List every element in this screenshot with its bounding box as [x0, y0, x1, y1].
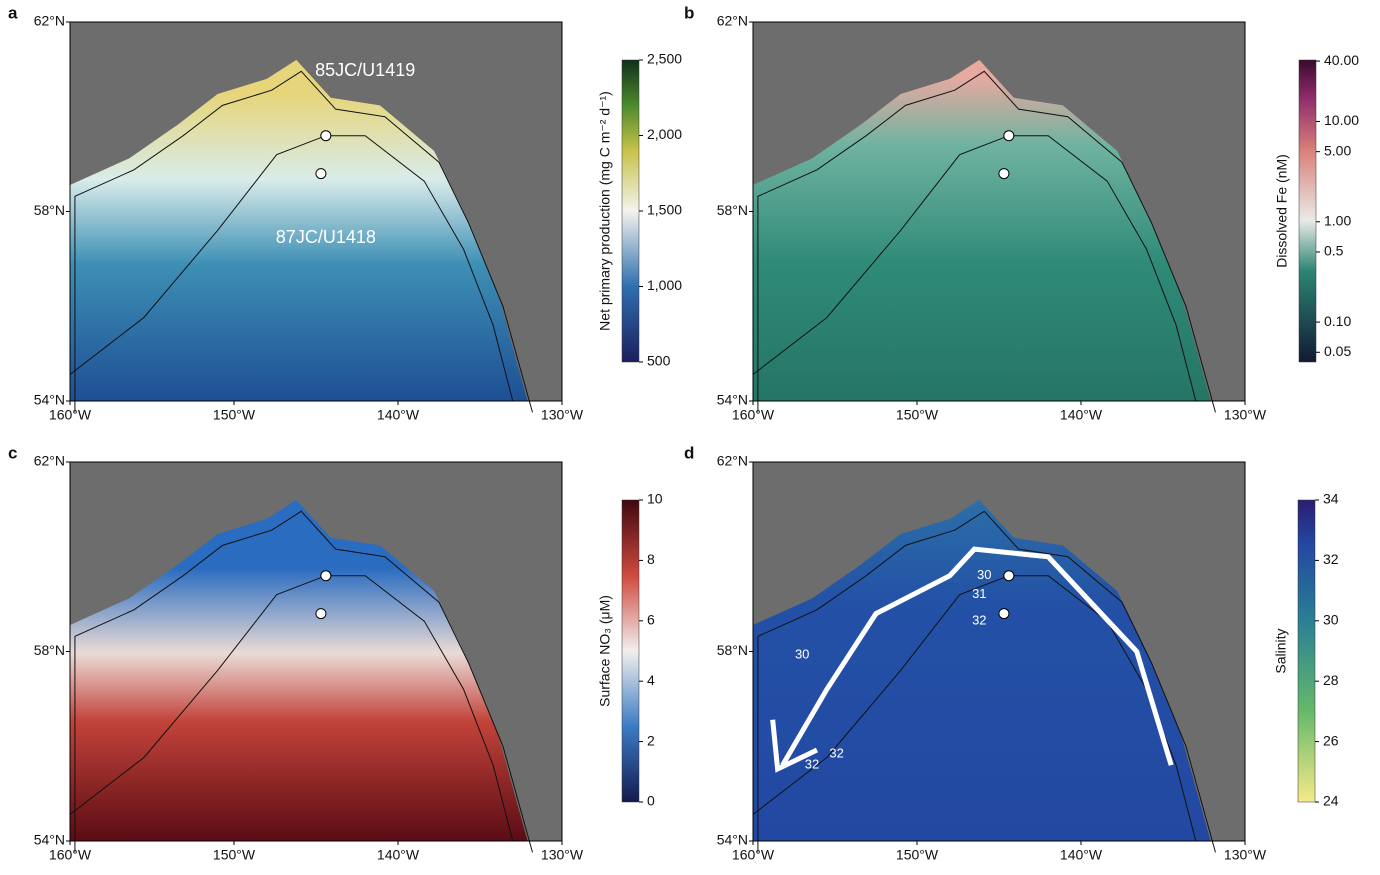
lat-label: 62°N	[34, 13, 65, 29]
lon-label: 140°W	[377, 407, 420, 423]
colorbar-label: 1,500	[647, 202, 682, 218]
core-site	[998, 168, 1010, 180]
colorbar	[621, 499, 640, 803]
lon-label: 140°W	[1060, 407, 1103, 423]
annotation: 31	[972, 586, 986, 601]
lon-label: 160°W	[732, 847, 775, 863]
lon-label: 160°W	[49, 407, 92, 423]
colorbar-label: 32	[1323, 551, 1339, 567]
lon-label: 160°W	[732, 407, 775, 423]
contour	[69, 135, 514, 402]
colorbar-label: 500	[647, 353, 671, 369]
annotation: 85JC/U1419	[315, 60, 415, 80]
colorbar-label: 40.00	[1324, 52, 1359, 68]
ocean-field	[70, 499, 528, 841]
core-site	[1003, 570, 1015, 582]
current-arrow	[770, 546, 1174, 773]
ocean-field	[70, 59, 528, 402]
lat-label: 58°N	[717, 202, 748, 218]
panel-letter: b	[684, 3, 694, 22]
contour	[757, 510, 1216, 853]
core-site	[1003, 130, 1015, 142]
colorbar-title: Dissolved Fe (nM)	[1274, 154, 1290, 268]
panel-letter: d	[684, 443, 694, 462]
ocean-field	[753, 499, 1211, 841]
colorbar-title: Net primary production (mg C m⁻² d⁻¹)	[597, 91, 613, 331]
core-site	[315, 608, 327, 620]
colorbar-label: 4	[647, 672, 655, 688]
annotation: 32	[805, 757, 819, 772]
colorbar-label: 8	[647, 551, 655, 567]
lat-label: 54°N	[717, 392, 748, 408]
contour	[757, 70, 1216, 413]
lon-label: 130°W	[541, 847, 584, 863]
annotation: 87JC/U1418	[276, 227, 376, 247]
contour	[69, 575, 514, 842]
colorbar-label: 24	[1323, 793, 1339, 809]
core-site	[320, 570, 332, 582]
lat-label: 58°N	[717, 642, 748, 658]
colorbar-label: 0.10	[1324, 313, 1351, 329]
colorbar-label: 1,000	[647, 277, 682, 293]
contour	[74, 70, 533, 413]
colorbar-label: 2	[647, 732, 655, 748]
lon-label: 130°W	[1224, 847, 1267, 863]
lat-label: 62°N	[34, 453, 65, 469]
lat-label: 62°N	[717, 13, 748, 29]
colorbar-label: 2,000	[647, 126, 682, 142]
contour	[752, 135, 1197, 402]
colorbar-label: 30	[1323, 612, 1339, 628]
core-site	[315, 168, 327, 180]
lon-label: 130°W	[541, 407, 584, 423]
colorbar-label: 0.5	[1324, 243, 1344, 259]
colorbar-label: 5.00	[1324, 142, 1351, 158]
colorbar-label: 26	[1323, 732, 1339, 748]
colorbar-label: 0	[647, 793, 655, 809]
lat-label: 54°N	[717, 832, 748, 848]
colorbar	[1298, 59, 1317, 363]
colorbar	[1297, 499, 1316, 803]
lat-label: 54°N	[34, 392, 65, 408]
lon-label: 150°W	[896, 407, 939, 423]
colorbar-label: 6	[647, 612, 655, 628]
annotation: 32	[972, 613, 986, 628]
lon-label: 150°W	[896, 847, 939, 863]
colorbar-label: 10	[647, 491, 663, 507]
colorbar-label: 2,500	[647, 51, 682, 67]
annotation: 30	[795, 647, 809, 662]
colorbar-label: 10.00	[1324, 112, 1359, 128]
lon-label: 130°W	[1224, 407, 1267, 423]
panel-letter: a	[8, 3, 18, 22]
lon-label: 140°W	[377, 847, 420, 863]
core-site	[320, 130, 332, 142]
panel-letter: c	[8, 443, 17, 462]
lat-label: 54°N	[34, 832, 65, 848]
ocean-field	[753, 59, 1211, 402]
lon-label: 150°W	[213, 847, 256, 863]
annotation: 30	[977, 567, 991, 582]
colorbar-label: 1.00	[1324, 212, 1351, 228]
annotation: 32	[829, 745, 843, 760]
lon-label: 140°W	[1060, 847, 1103, 863]
lon-label: 160°W	[49, 847, 92, 863]
core-site	[998, 608, 1010, 620]
colorbar	[621, 59, 640, 363]
colorbar-label: 0.05	[1324, 343, 1351, 359]
colorbar-title: Surface NO₃ (μM)	[597, 595, 613, 707]
colorbar-title: Salinity	[1273, 628, 1289, 673]
lon-label: 150°W	[213, 407, 256, 423]
lat-label: 58°N	[34, 642, 65, 658]
colorbar-label: 28	[1323, 672, 1339, 688]
lat-label: 62°N	[717, 453, 748, 469]
lat-label: 58°N	[34, 202, 65, 218]
contour	[74, 510, 533, 853]
colorbar-label: 34	[1323, 491, 1339, 507]
